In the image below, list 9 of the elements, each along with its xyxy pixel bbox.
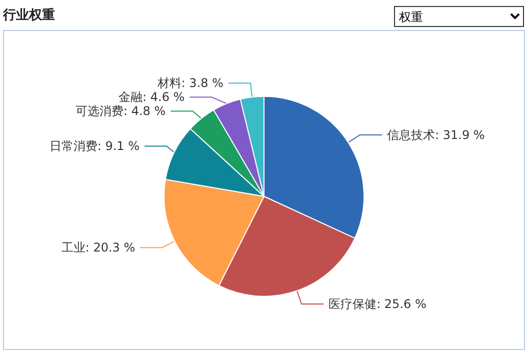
slice-label: 日常消费: 9.1 %	[49, 139, 140, 154]
slice-label: 可选消费: 4.8 %	[75, 104, 166, 118]
dropdown: 权重	[394, 6, 524, 27]
slice-label: 材料: 3.8 %	[156, 76, 224, 90]
slice-label: 信息技术: 31.9 %	[387, 128, 485, 142]
slice-label: 医疗保健: 25.6 %	[328, 296, 426, 311]
chart-title: 行业权重	[3, 6, 55, 24]
slice-label: 金融: 4.6 %	[118, 90, 185, 104]
slice-label: 工业: 20.3 %	[61, 240, 136, 255]
